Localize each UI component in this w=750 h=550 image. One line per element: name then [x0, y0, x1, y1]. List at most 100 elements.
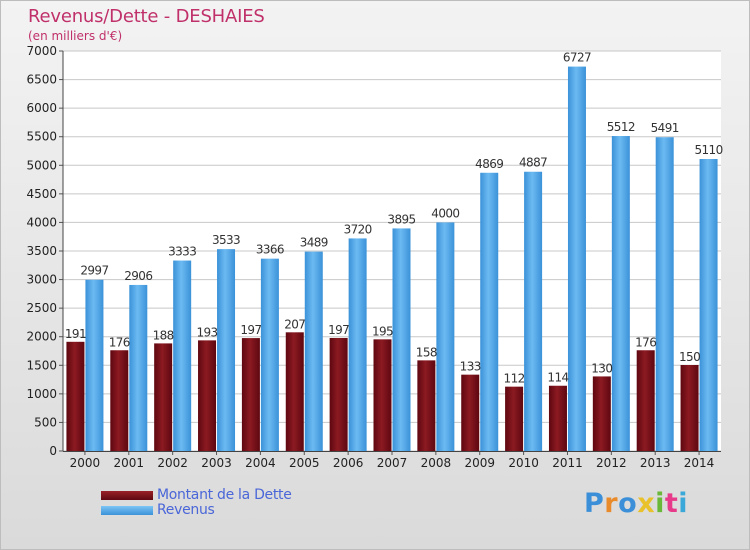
grid-lines	[63, 50, 721, 452]
y-axis-ticks: 0 500 1000 1500 2000 2500 3000 3500 4000 4500 5000…	[26, 44, 63, 458]
y-tick-label: 5500	[26, 130, 57, 144]
legend-swatch-revenue	[101, 505, 153, 515]
legend-item-debt: Montant de la Dette	[101, 487, 292, 503]
x-tick-label: 2002	[157, 456, 188, 470]
x-tick-label: 2007	[377, 456, 408, 470]
y-tick-label: 0	[49, 444, 57, 458]
bar-revenue	[85, 279, 104, 451]
x-tick-label: 2005	[289, 456, 320, 470]
bar-revenue	[217, 249, 236, 451]
bar-revenue	[611, 136, 630, 451]
bar-revenue	[524, 171, 543, 451]
data-label-debt: 130	[591, 361, 612, 375]
legend-label-debt: Montant de la Dette	[157, 487, 292, 503]
logo-letter: r	[604, 488, 619, 519]
x-tick-label: 2006	[333, 456, 364, 470]
y-tick-label: 2000	[26, 330, 57, 344]
bar-revenue	[304, 251, 323, 451]
bar-revenue	[480, 172, 499, 451]
bar-debt	[461, 374, 480, 451]
bars	[66, 66, 718, 451]
logo-letter: t	[664, 488, 679, 519]
data-label-revenue: 2997	[80, 264, 108, 278]
data-label-debt: 112	[504, 372, 525, 386]
y-tick-label: 7000	[26, 44, 57, 58]
logo-letter: i	[678, 488, 689, 519]
logo-letter: P	[584, 488, 605, 519]
bar-debt	[505, 386, 524, 451]
x-tick-label: 2000	[70, 456, 101, 470]
y-tick-label: 6500	[26, 73, 57, 87]
data-label-debt: 150	[679, 350, 700, 364]
axes	[62, 51, 721, 452]
bar-debt	[329, 337, 348, 451]
bar-debt	[198, 340, 217, 451]
x-tick-label: 2008	[421, 456, 452, 470]
data-label-debt: 197	[240, 323, 261, 337]
data-label-revenue: 3366	[256, 243, 284, 257]
data-label-revenue: 6727	[563, 51, 591, 65]
data-label-debt: 193	[196, 325, 217, 339]
bar-debt	[285, 332, 304, 451]
data-label-revenue: 3333	[168, 245, 196, 259]
data-labels: 191 2997 176 2906 188 3333 193 3533 197 3366 207 34…	[65, 51, 723, 386]
x-axis-ticks: 2000 2001 2002 2003 2004 2005 2006 2007 2008 2009…	[70, 451, 715, 470]
bar-debt	[241, 338, 260, 451]
bar-debt	[373, 339, 392, 451]
x-tick-label: 2014	[684, 456, 715, 470]
data-label-revenue: 3489	[300, 236, 328, 250]
logo-letter: i	[655, 488, 665, 519]
data-label-revenue: 5512	[607, 120, 635, 134]
data-label-revenue: 5491	[651, 121, 679, 135]
data-label-revenue: 3533	[212, 233, 240, 247]
y-tick-label: 2500	[26, 301, 57, 315]
x-tick-label: 2009	[464, 456, 495, 470]
data-label-revenue: 4869	[475, 157, 503, 171]
bar-debt	[66, 341, 85, 451]
y-tick-label: 3000	[26, 273, 57, 287]
data-label-revenue: 2906	[124, 269, 152, 283]
y-tick-label: 1500	[26, 358, 57, 372]
bar-debt	[110, 350, 129, 451]
data-label-debt: 133	[460, 360, 481, 374]
data-label-revenue: 4887	[519, 156, 547, 170]
data-label-debt: 158	[416, 345, 437, 359]
bar-debt	[548, 385, 567, 451]
bar-debt	[154, 343, 173, 451]
x-tick-label: 2013	[640, 456, 671, 470]
data-label-revenue: 4000	[431, 206, 459, 220]
bar-revenue	[699, 159, 718, 451]
bar-revenue	[173, 260, 192, 451]
data-label-debt: 176	[109, 335, 130, 349]
y-tick-label: 4000	[26, 215, 57, 229]
bar-revenue	[655, 137, 674, 451]
x-tick-label: 2010	[508, 456, 539, 470]
data-label-debt: 188	[153, 328, 174, 342]
data-label-revenue: 3895	[387, 212, 415, 226]
data-label-revenue: 3720	[344, 222, 372, 236]
data-label-debt: 191	[65, 327, 86, 341]
bar-debt	[592, 376, 611, 451]
bar-revenue	[260, 258, 279, 451]
bar-revenue	[567, 66, 586, 451]
legend-swatch-debt	[101, 490, 153, 500]
data-label-debt: 197	[328, 323, 349, 337]
x-tick-label: 2011	[552, 456, 583, 470]
chart-title: Revenus/Dette - DESHAIES	[28, 6, 265, 27]
data-label-revenue: 5110	[694, 143, 722, 157]
bar-revenue	[129, 284, 148, 451]
y-tick-label: 4500	[26, 187, 57, 201]
bar-debt	[417, 360, 436, 451]
legend-label-revenue: Revenus	[157, 502, 215, 518]
x-tick-label: 2003	[201, 456, 232, 470]
y-tick-label: 3500	[26, 244, 57, 258]
proxiti-logo: Proxiti	[584, 488, 688, 519]
y-tick-label: 500	[34, 415, 57, 429]
data-label-debt: 195	[372, 324, 393, 338]
bar-debt	[636, 350, 655, 451]
bar-revenue	[348, 238, 367, 451]
bar-debt	[680, 365, 699, 451]
y-tick-label: 5000	[26, 158, 57, 172]
